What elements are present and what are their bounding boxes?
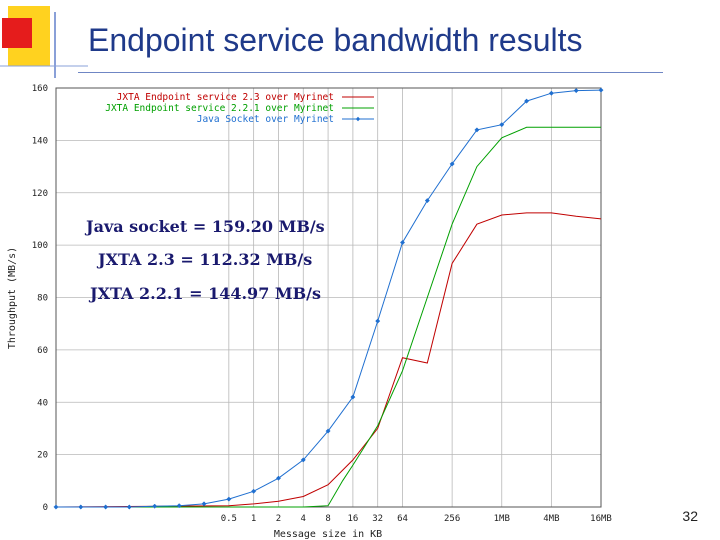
series-line-2	[56, 126, 601, 508]
x-tick-label: 4	[301, 514, 306, 524]
data-point	[226, 496, 232, 502]
y-tick-label: 80	[37, 294, 48, 304]
data-point	[350, 394, 356, 400]
data-point	[399, 239, 406, 246]
data-point	[424, 198, 430, 204]
data-point	[375, 318, 381, 324]
data-point	[499, 122, 505, 128]
data-point	[524, 98, 530, 104]
title-underline	[78, 72, 663, 73]
y-tick-label: 100	[32, 241, 48, 251]
y-tick-labels: 0 20 40 60 80 100 120 140 160	[32, 84, 48, 513]
x-tick-label: 4MB	[543, 514, 559, 524]
data-point	[449, 161, 455, 167]
data-point	[176, 503, 182, 509]
x-tick-label: 1MB	[494, 514, 510, 524]
x-tick-label: 32	[372, 514, 383, 524]
data-point	[548, 90, 554, 96]
y-axis-label: Throughput (MB/s)	[7, 247, 18, 349]
data-point	[275, 475, 282, 481]
y-tick-label: 60	[37, 346, 48, 356]
x-tick-label: 16MB	[590, 514, 612, 524]
annotation-jxta-2-2-1: JXTA 2.2.1 = 144.97 MB/s	[90, 284, 321, 303]
x-tick-label: 256	[444, 514, 460, 524]
data-point	[474, 127, 480, 133]
y-tick-label: 140	[32, 136, 48, 146]
data-point	[573, 88, 579, 94]
x-tick-labels: 0.5 1 2 4 8 16 32 64 256 1MB 4MB 16MB	[221, 514, 612, 524]
data-point	[103, 504, 109, 510]
legend-label-1: JXTA Endpoint service 2.3 over Myrinet	[117, 92, 334, 103]
x-tick-label: 64	[397, 514, 408, 524]
annotation-java-socket: Java socket = 159.20 MB/s	[86, 217, 325, 236]
chart-legend: JXTA Endpoint service 2.3 over MyrinetJX…	[105, 92, 374, 125]
y-tick-label: 20	[37, 451, 48, 461]
data-point	[152, 503, 158, 509]
data-point	[78, 504, 84, 510]
y-tick-label: 160	[32, 84, 48, 94]
data-point	[251, 488, 257, 494]
data-point	[598, 87, 604, 93]
y-tick-label: 40	[37, 398, 48, 408]
slide-title: Endpoint service bandwidth results	[88, 22, 583, 58]
data-point	[300, 457, 306, 463]
annotation-jxta-2-3: JXTA 2.3 = 112.32 MB/s	[98, 250, 313, 269]
x-tick-label: 0.5	[221, 514, 237, 524]
series-lines	[53, 87, 604, 510]
data-point	[325, 428, 331, 434]
x-axis-label: Message size in KB	[274, 529, 382, 540]
legend-marker	[355, 116, 361, 122]
logo-red-block	[2, 18, 32, 48]
legend-label-3: Java Socket over Myrinet	[197, 114, 334, 125]
slide-logo	[0, 6, 88, 78]
x-tick-label: 16	[347, 514, 358, 524]
legend-label-2: JXTA Endpoint service 2.2.1 over Myrinet	[105, 103, 334, 114]
page-number: 32	[682, 508, 698, 524]
x-tick-label: 8	[325, 514, 330, 524]
data-point	[201, 501, 207, 507]
y-tick-label: 0	[43, 503, 48, 513]
y-tick-label: 120	[32, 189, 48, 199]
data-point	[126, 504, 132, 510]
chart-axes	[55, 87, 602, 508]
plot-frame	[55, 87, 602, 508]
series-line-1	[55, 212, 602, 508]
x-tick-label: 2	[276, 514, 281, 524]
x-tick-label: 1	[251, 514, 256, 524]
data-point	[53, 504, 59, 510]
